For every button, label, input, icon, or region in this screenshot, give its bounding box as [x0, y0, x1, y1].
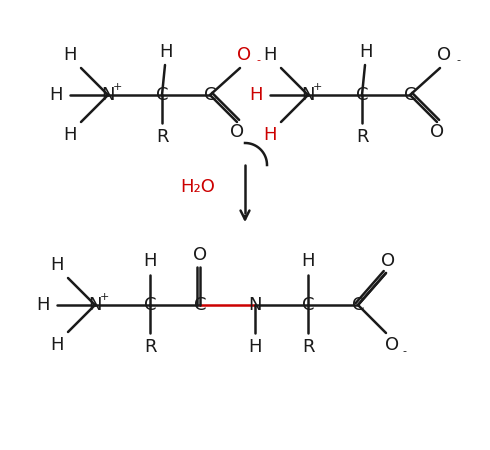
Text: C: C: [356, 86, 368, 104]
Text: O: O: [437, 46, 451, 64]
Text: H: H: [36, 296, 50, 314]
Text: C: C: [352, 296, 364, 314]
Text: H: H: [63, 126, 77, 144]
Text: H: H: [263, 46, 277, 64]
Text: N: N: [301, 86, 315, 104]
Text: C: C: [194, 296, 206, 314]
Text: -: -: [256, 55, 260, 65]
Text: +: +: [99, 292, 109, 302]
Text: C: C: [302, 296, 314, 314]
Text: R: R: [356, 128, 368, 146]
Text: H: H: [249, 86, 263, 104]
Text: N: N: [88, 296, 102, 314]
Text: C: C: [156, 86, 168, 104]
Text: H: H: [359, 43, 373, 61]
Text: O: O: [193, 246, 207, 264]
Text: H: H: [50, 336, 64, 354]
Text: C: C: [204, 86, 216, 104]
Text: H: H: [263, 126, 277, 144]
Text: H: H: [301, 252, 315, 270]
Text: H: H: [50, 256, 64, 274]
Text: O: O: [237, 46, 251, 64]
Text: R: R: [302, 338, 314, 356]
Text: H: H: [49, 86, 63, 104]
Text: +: +: [312, 82, 322, 92]
Text: R: R: [156, 128, 168, 146]
Text: N: N: [248, 296, 262, 314]
Text: O: O: [230, 123, 244, 141]
Text: -: -: [402, 346, 406, 356]
Text: O: O: [385, 336, 399, 354]
Text: N: N: [101, 86, 115, 104]
Text: H: H: [143, 252, 157, 270]
Text: H: H: [248, 338, 262, 356]
Text: R: R: [144, 338, 156, 356]
Text: +: +: [112, 82, 122, 92]
Text: O: O: [430, 123, 444, 141]
Text: H₂O: H₂O: [180, 178, 215, 196]
Text: C: C: [144, 296, 156, 314]
Text: H: H: [63, 46, 77, 64]
Text: C: C: [404, 86, 416, 104]
Text: O: O: [381, 252, 395, 270]
Text: -: -: [456, 55, 460, 65]
Text: H: H: [159, 43, 173, 61]
